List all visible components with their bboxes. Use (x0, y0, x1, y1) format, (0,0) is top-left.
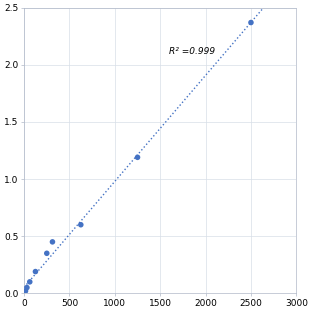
Point (24, 285, 29, 290)
Point (248, 20, 253, 25)
Point (78, 222, 83, 227)
Point (44, 251, 49, 256)
Point (22, 291, 27, 296)
Point (135, 155, 140, 160)
Point (27, 279, 32, 284)
Point (33, 269, 38, 274)
Text: R² =0.999: R² =0.999 (169, 47, 215, 56)
Point (50, 239, 55, 244)
Point (23, 289, 28, 294)
